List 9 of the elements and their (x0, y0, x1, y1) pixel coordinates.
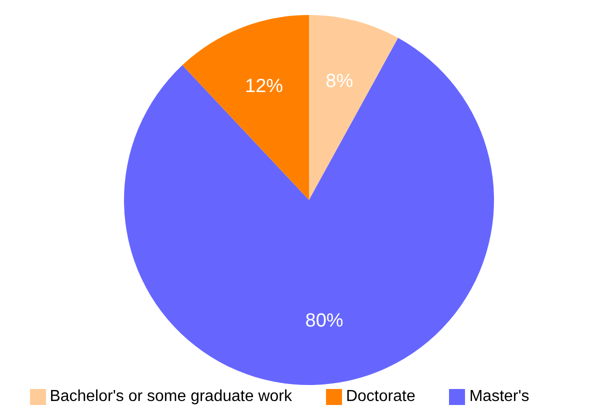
pie-slice (309, 15, 398, 200)
data-label: 80% (305, 310, 344, 332)
pie-slice (182, 15, 309, 200)
data-label: 12% (245, 76, 284, 97)
legend-label: Master's (469, 388, 530, 405)
legend-label: Bachelor's or some graduate work (50, 388, 292, 405)
legend-label: Doctorate (346, 388, 416, 405)
pie-slice (124, 38, 494, 385)
data-label: 8% (326, 71, 354, 92)
